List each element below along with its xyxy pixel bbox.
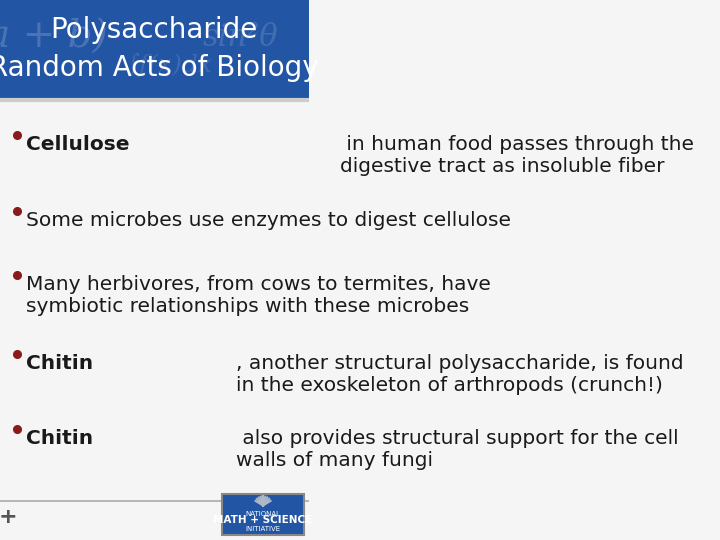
FancyBboxPatch shape [222,494,304,535]
FancyBboxPatch shape [0,0,309,100]
Text: NATIONAL: NATIONAL [246,510,281,517]
Text: MATH + SCIENCE: MATH + SCIENCE [213,515,312,525]
Text: Polysaccharide: Polysaccharide [50,16,258,44]
Text: sin²θ: sin²θ [203,22,279,53]
Text: Chitin: Chitin [26,429,94,448]
Text: ∫f(x)dx: ∫f(x)dx [127,53,212,77]
Text: Some microbes use enzymes to digest cellulose: Some microbes use enzymes to digest cell… [26,211,511,229]
Text: INITIATIVE: INITIATIVE [246,525,281,531]
Text: also provides structural support for the cell
walls of many fungi: also provides structural support for the… [235,429,678,470]
Text: Random Acts of Biology: Random Acts of Biology [0,53,319,82]
Text: +: + [0,507,17,528]
Text: Cellulose: Cellulose [26,135,130,154]
Text: Many herbivores, from cows to termites, have
symbiotic relationships with these : Many herbivores, from cows to termites, … [26,275,491,316]
Text: Chitin: Chitin [26,354,94,373]
Text: , another structural polysaccharide, is found
in the exoskeleton of arthropods (: , another structural polysaccharide, is … [235,354,683,395]
Text: (a + b): (a + b) [0,19,108,56]
Text: in human food passes through the
digestive tract as insoluble fiber: in human food passes through the digesti… [341,135,694,176]
